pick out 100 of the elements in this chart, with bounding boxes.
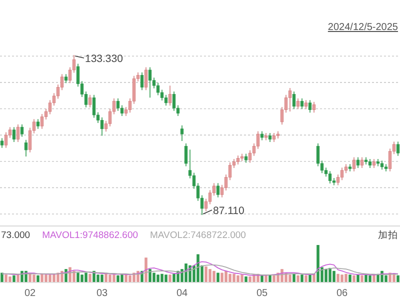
- candlestick: [324, 167, 328, 178]
- bar: [352, 275, 356, 282]
- candlestick: [36, 118, 40, 130]
- candlestick: [0, 138, 4, 148]
- bar: [300, 274, 304, 282]
- bar: [36, 275, 40, 282]
- bar: [336, 274, 340, 282]
- candlestick: [116, 98, 120, 112]
- bar: [312, 274, 316, 282]
- bar: [12, 275, 16, 282]
- bar: [76, 272, 80, 282]
- x-tick-label: 04: [176, 288, 188, 299]
- bar: [356, 274, 360, 282]
- candlestick: [184, 142, 188, 167]
- candlestick: [20, 124, 24, 138]
- candlestick: [4, 132, 8, 148]
- bar: [344, 274, 348, 282]
- text: MAVOL1:9748862.600: [42, 230, 138, 241]
- candlestick: [180, 124, 184, 142]
- bar: [120, 274, 124, 282]
- candlestick: [308, 100, 312, 113]
- bar: [52, 274, 56, 282]
- candlestick: [248, 150, 252, 164]
- bar: [308, 274, 312, 282]
- bar: [196, 254, 200, 282]
- candlestick: [100, 117, 104, 136]
- candlestick: [164, 94, 168, 106]
- bar: [272, 275, 276, 282]
- x-tick-label: 06: [336, 288, 348, 299]
- candlestick: [300, 98, 304, 110]
- candlestick: [380, 160, 384, 170]
- bar: [56, 272, 60, 282]
- bar: [84, 272, 88, 282]
- candlestick: [144, 66, 148, 90]
- bar: [132, 272, 136, 282]
- candlestick: [88, 94, 92, 108]
- candlestick: [368, 158, 372, 168]
- candlestick: [316, 142, 320, 167]
- candlestick: [388, 148, 392, 172]
- bar: [292, 274, 296, 282]
- bar: [144, 258, 148, 282]
- candlestick: [360, 156, 364, 168]
- bar: [28, 274, 32, 282]
- bar: [364, 274, 368, 282]
- candlestick: [168, 85, 172, 106]
- bar: [368, 275, 372, 282]
- candlestick: [272, 132, 276, 142]
- candlestick: [172, 91, 176, 112]
- bar: [204, 266, 208, 282]
- bar: [332, 270, 336, 282]
- candlestick: [236, 155, 240, 165]
- bar: [392, 274, 396, 282]
- candlestick: [304, 100, 308, 110]
- bar: [4, 274, 8, 282]
- text: 加拍: [378, 229, 398, 241]
- bar: [208, 269, 212, 282]
- candlestick: [260, 130, 264, 141]
- candlestick: [336, 174, 340, 186]
- x-tick-label: 02: [24, 288, 36, 299]
- candlestick: [244, 153, 248, 164]
- candlestick: [140, 72, 144, 90]
- bar: [152, 272, 156, 282]
- candlestick: [340, 167, 344, 180]
- candlestick: [312, 101, 316, 113]
- candlestick: [292, 91, 296, 110]
- bar: [236, 275, 240, 282]
- bar: [124, 274, 128, 282]
- bar: [88, 274, 92, 282]
- bar: [288, 274, 292, 282]
- annotation: 133.330: [85, 53, 124, 65]
- bar: [348, 274, 352, 282]
- candlestick: [268, 132, 272, 142]
- bar: [304, 275, 308, 282]
- bar: [80, 274, 84, 282]
- candlestick: [48, 100, 52, 115]
- bar: [100, 274, 104, 282]
- bar: [0, 272, 4, 282]
- bar: [172, 274, 176, 282]
- candlestick: [24, 140, 28, 157]
- bar: [324, 269, 328, 282]
- candlestick: [352, 156, 356, 172]
- bar: [228, 274, 232, 282]
- bar: [156, 274, 160, 282]
- candlestick: [288, 88, 292, 112]
- bar: [44, 274, 48, 282]
- bar: [212, 270, 216, 282]
- candlestick: [356, 156, 360, 168]
- candlestick: [328, 170, 332, 184]
- bar: [216, 272, 220, 282]
- text: 73.000: [1, 230, 30, 241]
- bar: [240, 274, 244, 282]
- candlestick: [208, 190, 212, 205]
- bar: [224, 270, 228, 282]
- bar: [96, 274, 100, 282]
- candlestick: [148, 66, 152, 98]
- bar: [164, 274, 168, 282]
- bar: [220, 272, 224, 282]
- bar: [72, 270, 76, 282]
- bar: [384, 275, 388, 282]
- text: MAVOL2:7468722.000: [150, 230, 246, 241]
